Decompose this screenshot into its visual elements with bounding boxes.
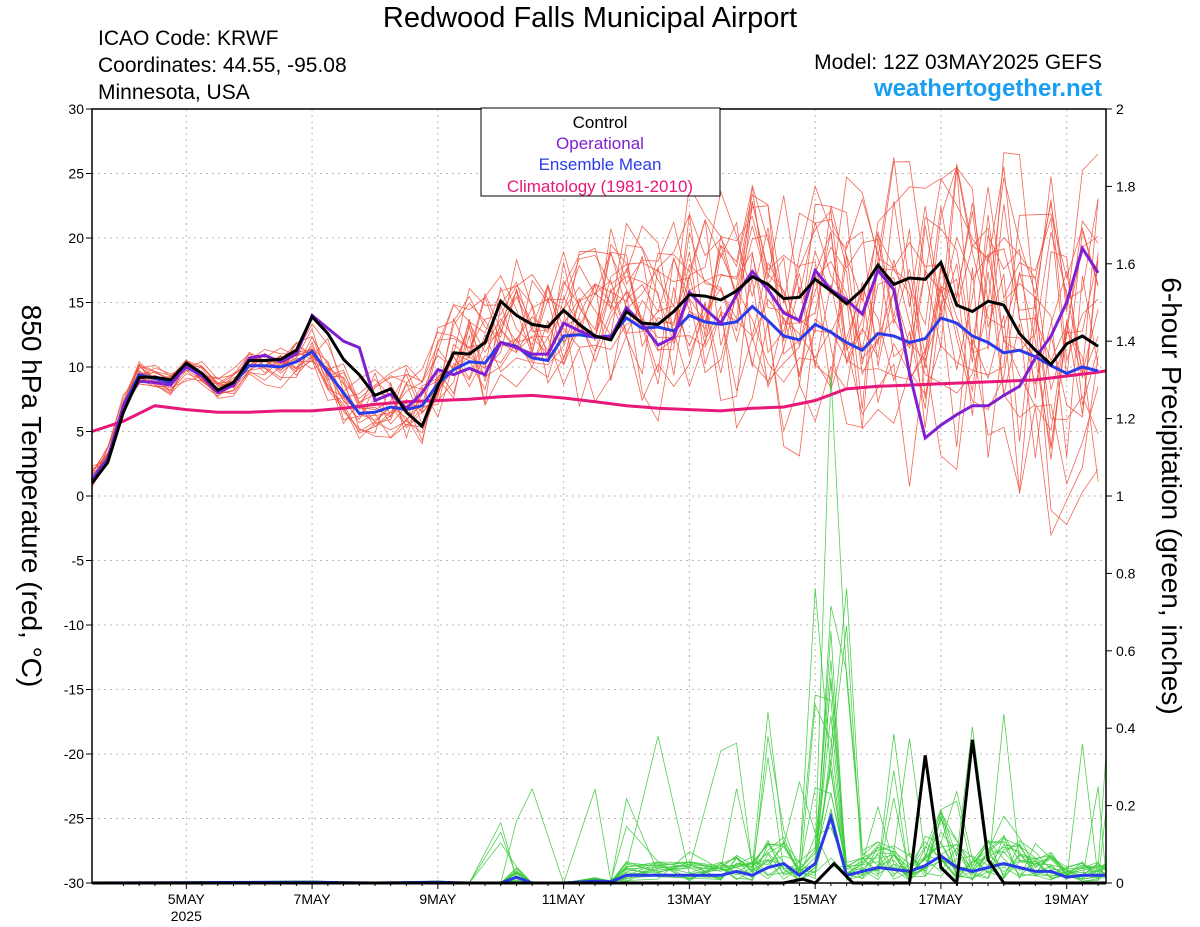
x-tick-label: 19MAY <box>1044 891 1090 907</box>
y-tick-label: -15 <box>64 682 84 698</box>
grid-lines <box>92 108 1106 884</box>
location: Minnesota, USA <box>98 81 250 104</box>
model-run: Model: 12Z 03MAY2025 GEFS <box>814 51 1102 74</box>
y2-tick-label: 2 <box>1116 101 1124 117</box>
y-tick-label: 5 <box>76 424 84 440</box>
climatology-line <box>91 369 1107 433</box>
y-tick-label: -25 <box>64 811 84 827</box>
temp-member-line <box>91 254 1099 486</box>
x-tick-label: 5MAY <box>168 891 206 907</box>
legend-ensemble-mean: Ensemble Mean <box>539 155 662 174</box>
y2-tick-label: 0.4 <box>1116 720 1136 736</box>
precip-mean-line <box>91 812 1106 885</box>
temp-member-line <box>91 227 1099 481</box>
x-tick-label: 17MAY <box>918 891 964 907</box>
x-tick-label: 11MAY <box>542 891 586 907</box>
y-tick-label: 30 <box>68 101 84 117</box>
x-tick-label: 9MAY <box>419 891 457 907</box>
precip-member-line <box>91 625 1107 884</box>
icao-code: ICAO Code: KRWF <box>98 27 279 50</box>
y-tick-label: -5 <box>72 553 85 569</box>
x-tick-label: 15MAY <box>793 891 839 907</box>
legend-climatology: Climatology (1981-2010) <box>507 177 693 196</box>
y-tick-label: -20 <box>64 746 84 762</box>
precip-member-line <box>91 605 1107 884</box>
y-tick-label: 0 <box>76 488 84 504</box>
temp-member-line <box>91 152 1099 475</box>
y-tick-label: 10 <box>68 359 84 375</box>
temp-member-line <box>91 157 1099 472</box>
legend-operational: Operational <box>556 134 644 153</box>
y2-tick-label: 0.2 <box>1116 798 1136 814</box>
legend: Control Operational Ensemble Mean Climat… <box>480 107 721 197</box>
coordinates: Coordinates: 44.55, -95.08 <box>98 54 347 77</box>
y2-tick-label: 0 <box>1116 875 1124 891</box>
x-tick-label: 7MAY <box>294 891 332 907</box>
x-tick-label: 13MAY <box>667 891 713 907</box>
legend-box <box>480 107 721 197</box>
y-tick-label: -30 <box>64 875 84 891</box>
y2-tick-label: 1.6 <box>1116 256 1136 272</box>
y2-tick-label: 0.8 <box>1116 565 1136 581</box>
y2-tick-label: 1.8 <box>1116 178 1136 194</box>
precip-member-line <box>91 694 1107 884</box>
temp-member-line <box>91 205 1099 473</box>
y2-tick-label: 1 <box>1116 488 1124 504</box>
precip-member-line <box>91 588 1107 884</box>
temp-member-line <box>91 168 1099 479</box>
y2-tick-label: 1.4 <box>1116 333 1136 349</box>
y2-tick-label: 0.6 <box>1116 643 1136 659</box>
series-lines <box>90 244 1107 887</box>
y2-tick-label: 1.2 <box>1116 411 1136 427</box>
legend-control: Control <box>573 113 628 132</box>
site-link[interactable]: weathertogether.net <box>873 75 1102 102</box>
precip-member-line <box>91 374 1107 884</box>
plot-frame <box>91 108 1107 884</box>
y-tick-label: 20 <box>68 230 84 246</box>
y-tick-label: 25 <box>68 166 84 182</box>
y-tick-label: 15 <box>68 295 84 311</box>
y2-axis-label: 6-hour Precipitation (green, inches) <box>1156 277 1187 714</box>
precip-member-line <box>91 588 1107 884</box>
temp-mean-line <box>90 304 1099 481</box>
ensemble-members <box>91 152 1107 884</box>
x-tick-sublabel: 2025 <box>171 908 202 924</box>
y-tick-label: -10 <box>64 617 84 633</box>
axes: -30-25-20-15-10-505101520253000.20.40.60… <box>64 101 1136 924</box>
temp-member-line <box>91 163 1099 483</box>
y-axis-label: 850 hPa Temperature (red, °C) <box>16 305 47 688</box>
chart-title: Redwood Falls Municipal Airport <box>382 2 798 34</box>
control-line <box>90 259 1099 485</box>
